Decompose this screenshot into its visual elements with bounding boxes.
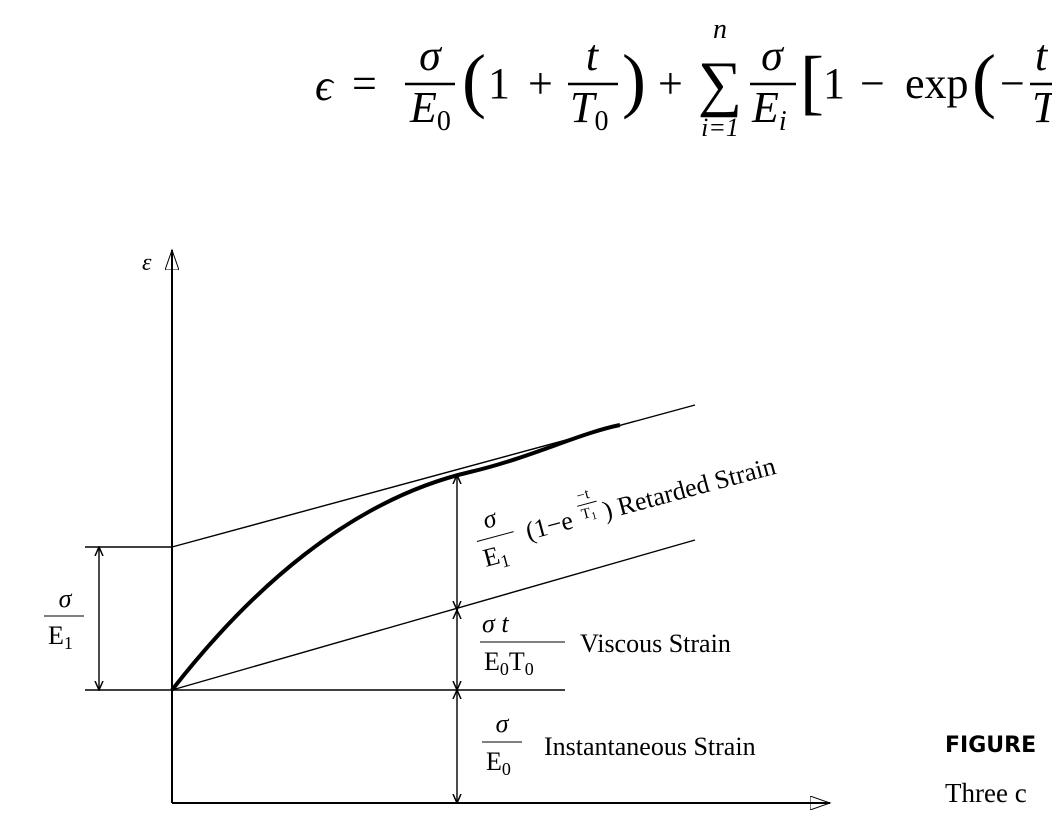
eq-minus: − <box>1000 59 1025 108</box>
text-part: 1 <box>64 633 73 653</box>
diagram <box>85 250 830 803</box>
eq-den: Ei <box>751 83 787 137</box>
eq-paren: ) <box>622 40 646 120</box>
eq-one: 1 <box>823 59 845 108</box>
text-part: i <box>779 106 787 137</box>
label-num: σ t <box>482 609 509 638</box>
caption-label: FIGURE <box>945 733 1036 758</box>
text-part: 0 <box>525 659 534 679</box>
eq-plus: + <box>528 59 553 108</box>
label-den: E0T0 <box>484 647 534 679</box>
text-part: E <box>486 747 502 776</box>
text-part: T <box>570 83 598 132</box>
text-part: 1 <box>590 510 598 523</box>
label-num: σ <box>59 584 73 613</box>
eq-den: T0 <box>570 83 608 137</box>
eq-plus: + <box>658 59 683 108</box>
eq-den: T <box>1032 83 1052 132</box>
eq-bracket: [ <box>800 42 824 122</box>
eq-paren: ( <box>462 40 486 120</box>
text-part: E <box>409 83 437 132</box>
axis-label: ε <box>142 250 152 276</box>
eq-sum-lower: i=1 <box>701 113 739 142</box>
eq-num: σ <box>761 31 785 80</box>
text-part: T <box>509 647 525 676</box>
label-text: Instantaneous Strain <box>544 732 756 761</box>
label-den: E1 <box>48 621 73 653</box>
eq-sum-upper: n <box>713 14 727 45</box>
eq-exp: exp <box>905 59 969 108</box>
text-part: E <box>480 541 503 573</box>
eq-sign: = <box>352 59 377 108</box>
viscous-line <box>171 539 696 691</box>
label-text: ) Retarded Strain <box>600 451 779 525</box>
eq-paren: ( <box>972 40 996 120</box>
retarded-label: σ E1 (1−e −t T1 ) Retarded Strain <box>476 451 779 575</box>
label-den: E1 <box>480 538 512 575</box>
eq-lhs: ϵ <box>315 61 335 110</box>
diagram-labels: ε σ E1 σ E1 (1−e −t T1 ) Retarded Strain… <box>44 250 779 779</box>
label-den: E0 <box>486 747 511 779</box>
caption-text: Three c <box>945 778 1027 808</box>
label-num: σ <box>496 709 510 738</box>
fraction-bar <box>476 531 514 542</box>
strain-curve <box>170 423 621 692</box>
equation: ϵ = σ E0 ( 1 + t T0 ) + n ∑ i=1 σ Ei [ 1… <box>315 14 1052 142</box>
text-part: E <box>751 83 779 132</box>
label-text: Viscous Strain <box>580 629 731 658</box>
label-exp-den: T1 <box>580 504 599 525</box>
label-num: σ <box>480 503 501 535</box>
text-part: 0 <box>594 106 608 137</box>
text-part: 0 <box>500 659 509 679</box>
eq-num: t <box>586 31 600 80</box>
eq-one: 1 <box>488 59 510 108</box>
label-exp-num: −t <box>575 486 592 505</box>
eq-den: E0 <box>409 83 451 137</box>
eq-num: σ <box>419 31 443 80</box>
text-part: E <box>48 621 64 650</box>
eq-sum: ∑ <box>698 50 742 118</box>
text-part: 0 <box>437 106 451 137</box>
text-part: T <box>580 505 593 523</box>
eq-minus: − <box>860 59 885 108</box>
eq-num: t <box>1035 31 1049 80</box>
text-part: E <box>484 647 500 676</box>
text-part: 0 <box>502 759 511 779</box>
fraction-bar <box>577 500 597 507</box>
label-text: (1−e <box>522 506 576 546</box>
